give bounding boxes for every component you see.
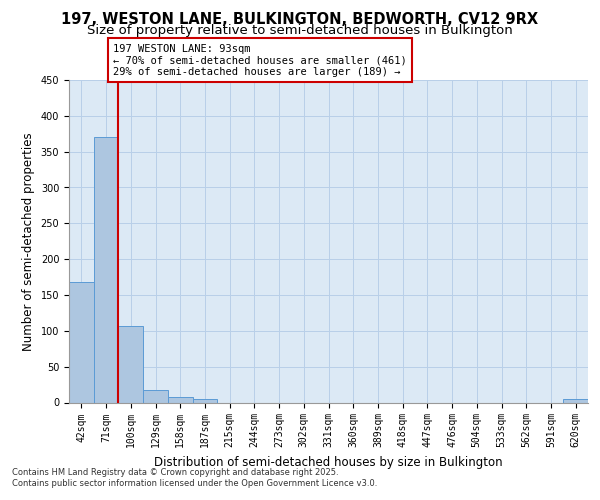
Text: 197 WESTON LANE: 93sqm
← 70% of semi-detached houses are smaller (461)
29% of se: 197 WESTON LANE: 93sqm ← 70% of semi-det… bbox=[113, 44, 407, 77]
Bar bbox=[69, 282, 94, 403]
Text: Size of property relative to semi-detached houses in Bulkington: Size of property relative to semi-detach… bbox=[87, 24, 513, 37]
Text: Contains HM Land Registry data © Crown copyright and database right 2025.
Contai: Contains HM Land Registry data © Crown c… bbox=[12, 468, 377, 487]
Bar bbox=[143, 390, 168, 402]
Bar bbox=[94, 138, 118, 402]
Bar bbox=[193, 399, 217, 402]
Bar bbox=[563, 399, 588, 402]
Y-axis label: Number of semi-detached properties: Number of semi-detached properties bbox=[22, 132, 35, 350]
Text: 197, WESTON LANE, BULKINGTON, BEDWORTH, CV12 9RX: 197, WESTON LANE, BULKINGTON, BEDWORTH, … bbox=[61, 12, 539, 26]
Bar bbox=[168, 398, 193, 402]
X-axis label: Distribution of semi-detached houses by size in Bulkington: Distribution of semi-detached houses by … bbox=[154, 456, 503, 469]
Bar bbox=[118, 326, 143, 402]
